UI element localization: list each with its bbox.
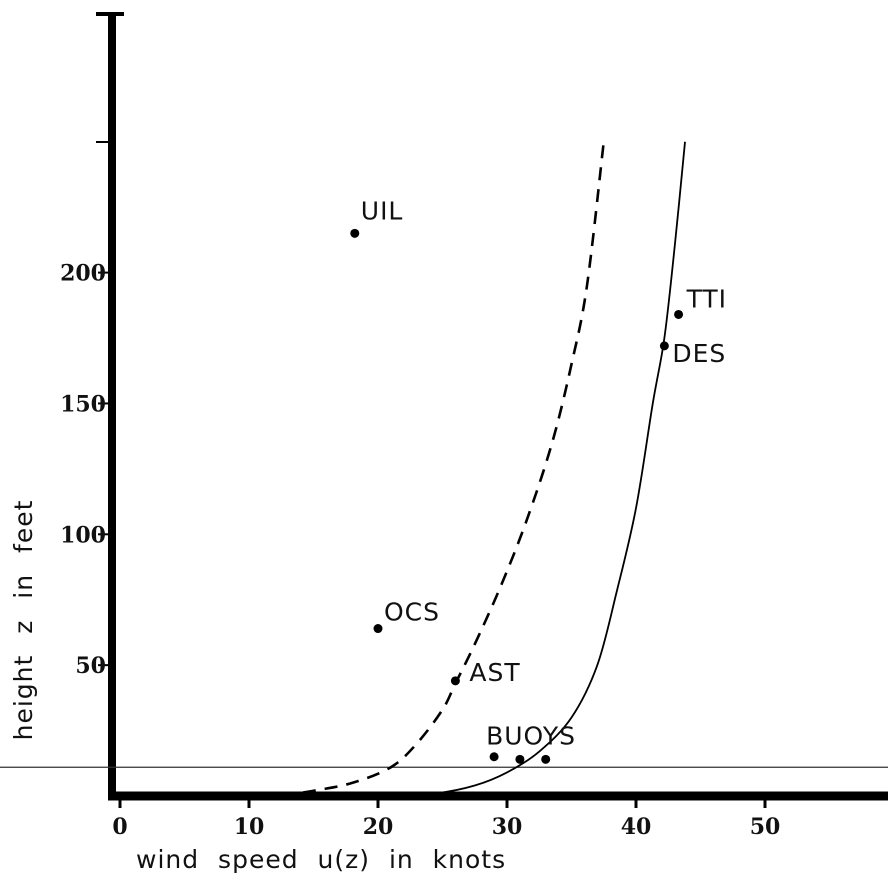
x-tick-label-4: 40: [621, 814, 652, 840]
data-point-1: [674, 309, 684, 319]
data-point-3: [373, 624, 383, 634]
point-label-ast: AST: [469, 658, 520, 687]
axes: [96, 12, 888, 801]
y-tick-label-1: 100: [60, 522, 106, 548]
solid-curve-1: [390, 141, 686, 797]
x-tick-label-1: 10: [234, 814, 265, 840]
point-label-uil: UIL: [361, 196, 404, 225]
x-tick-label-5: 50: [750, 814, 781, 840]
point-label-des: DES: [672, 339, 726, 368]
x-tick-label-3: 30: [492, 814, 523, 840]
x-tick-label-2: 20: [363, 814, 394, 840]
data-point-2: [659, 341, 669, 351]
dashed-curve-0: [281, 141, 606, 798]
y-tick-label-0: 50: [75, 653, 106, 679]
data-point-7: [541, 754, 551, 764]
y-tick-label-3: 200: [60, 261, 106, 287]
curve-layer: [281, 141, 686, 798]
data-point-4: [450, 676, 460, 686]
point-label-ocs: OCS: [384, 598, 440, 627]
data-point-5: [489, 752, 499, 762]
x-axis-title: wind speed u(z) in knots: [136, 845, 506, 874]
data-point-6: [515, 754, 525, 764]
data-point-0: [350, 228, 360, 238]
tick-layer: 0 10 20 30 40 50 50 100 150 200: [60, 141, 781, 840]
y-axis-title: height z in feet: [9, 500, 38, 741]
y-tick-label-2: 150: [60, 391, 106, 417]
x-tick-label-0: 0: [112, 814, 127, 840]
point-layer: UIL TTI DES OCS AST BUOYS: [350, 196, 727, 764]
point-label-buoys: BUOYS: [486, 722, 576, 751]
point-label-tti: TTI: [686, 284, 727, 313]
